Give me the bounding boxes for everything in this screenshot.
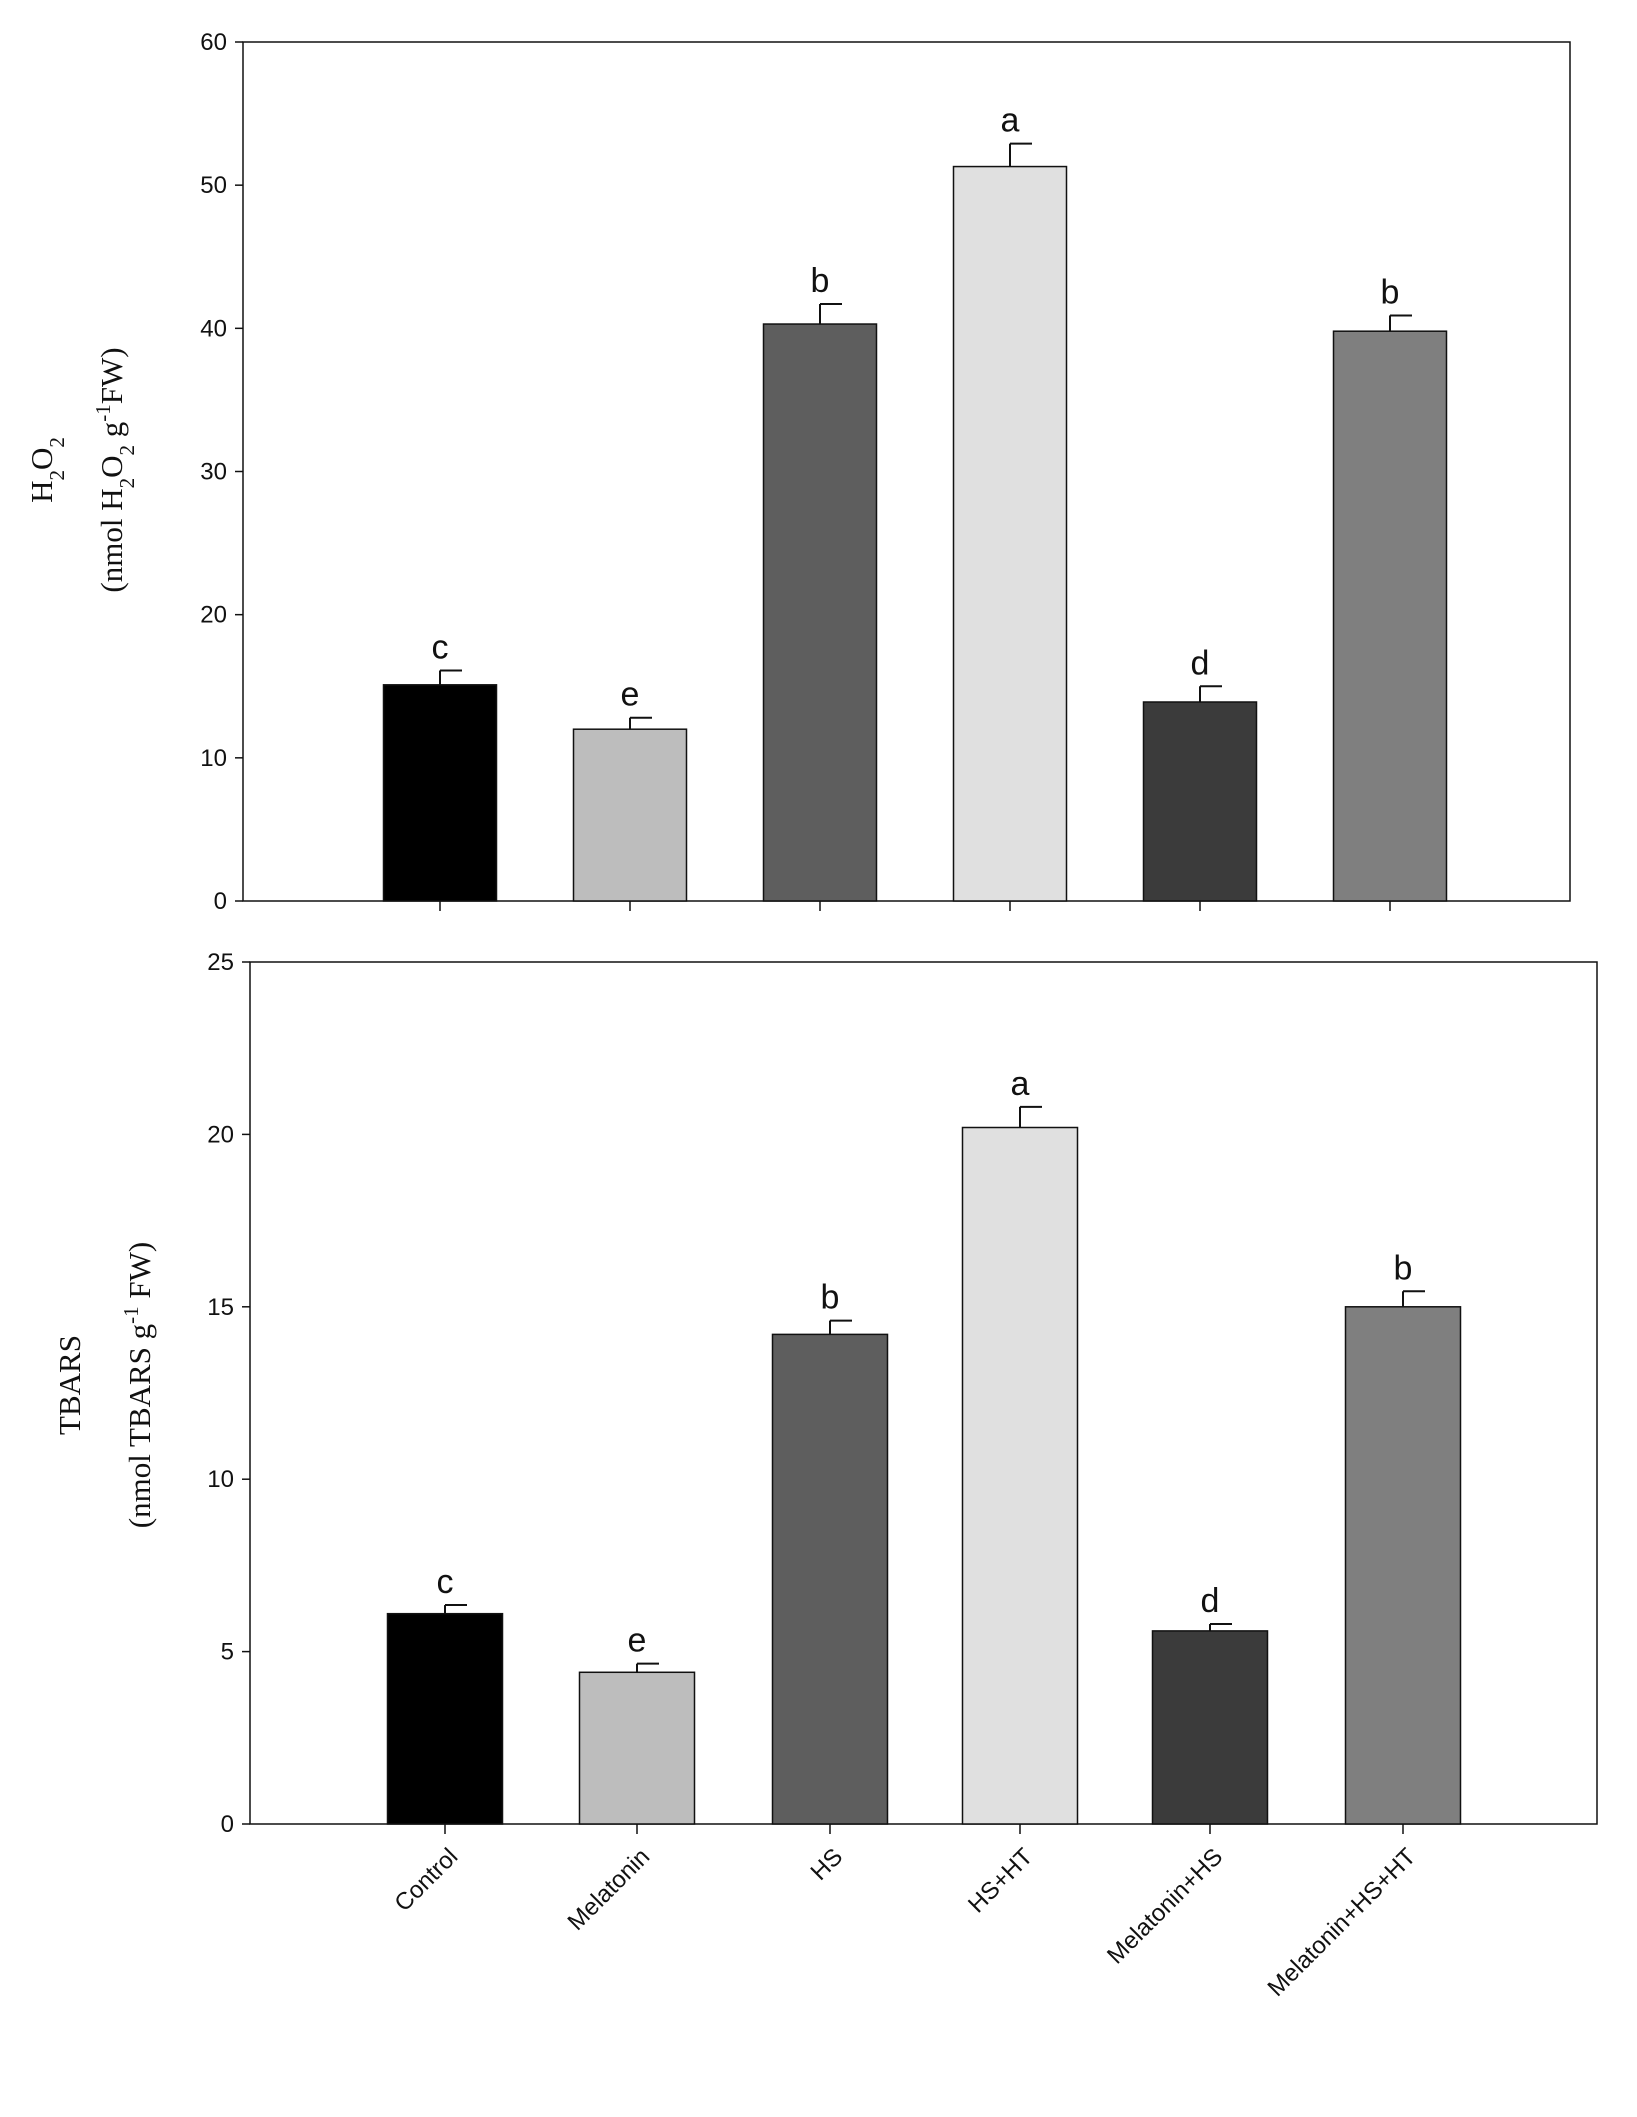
h2o2-ylabel-h: H [24, 481, 59, 503]
h2o2-ylabel-u-o: O [94, 456, 129, 478]
tbars-bar-melatonin-hs-ht [1344, 1306, 1462, 1825]
h2o2-ytick-label: 30 [200, 459, 227, 486]
category-label: HS [806, 1843, 849, 1886]
tbars-ytick-label: 15 [207, 1294, 234, 1321]
category-label: Melatonin+HS+HT [1263, 1843, 1422, 2002]
h2o2-ylabel-u-sub1: 2 [115, 478, 139, 489]
category-label: Melatonin [563, 1843, 656, 1936]
h2o2-ylabel-o: O [24, 448, 59, 470]
h2o2-significance-label: b [811, 262, 830, 300]
tbars-ylabel-line1: TBARS [52, 1335, 87, 1435]
tbars-significance-label: d [1201, 1582, 1220, 1620]
h2o2-ytick-label: 40 [200, 315, 227, 342]
h2o2-bar-melatonin-hs [1142, 701, 1258, 902]
h2o2-bar-melatonin-hs-ht [1332, 330, 1448, 902]
h2o2-ytick-label: 50 [200, 172, 227, 199]
h2o2-significance-label: b [1381, 273, 1400, 311]
h2o2-ylabel-g: g [94, 422, 129, 445]
tbars-ytick-label: 5 [221, 1639, 234, 1666]
h2o2-ylabel-sup: -1 [91, 404, 115, 422]
h2o2-significance-label: e [621, 676, 640, 714]
tbars-ylabel-sup: -1 [119, 1306, 143, 1324]
h2o2-bar-melatonin [572, 728, 688, 902]
h2o2-ytick-label: 0 [214, 888, 227, 915]
tbars-ylabel-suffix: FW) [122, 1242, 157, 1307]
tbars-ytick-label: 20 [207, 1121, 234, 1148]
h2o2-ytick-label: 10 [200, 745, 227, 772]
tbars-bar-melatonin-hs [1151, 1630, 1269, 1825]
tbars-ytick-label: 0 [221, 1811, 234, 1838]
h2o2-ylabel-sub1: 2 [45, 470, 69, 481]
tbars-bar-melatonin [578, 1671, 696, 1825]
tbars-chart: 0 5 10 15 20 25 c e b a d b TBARS (nmol TBARS g-1 … [52, 949, 1598, 2002]
tbars-bar-hs [771, 1333, 889, 1825]
tbars-bar-control [386, 1612, 504, 1825]
h2o2-ylabel-sub2: 2 [45, 437, 69, 448]
h2o2-significance-label: d [1191, 644, 1210, 682]
h2o2-ytick-label: 60 [200, 29, 227, 56]
h2o2-ylabel-prefix: (nmol H [94, 488, 129, 592]
h2o2-ylabel-u-sub2: 2 [115, 445, 139, 456]
tbars-ytick-label: 10 [207, 1466, 234, 1493]
h2o2-significance-label: c [432, 629, 449, 667]
h2o2-ytick-label: 20 [200, 602, 227, 629]
tbars-ylabel-prefix: (nmol TBARS g [122, 1324, 157, 1528]
tbars-ylabel-line2: (nmol TBARS g-1 FW) [119, 1242, 157, 1528]
tbars-ytick-label: 25 [207, 949, 234, 976]
h2o2-significance-label: a [1001, 102, 1020, 140]
h2o2-ylabel-suffix: FW) [94, 347, 129, 404]
tbars-significance-label: c [437, 1563, 454, 1601]
tbars-significance-label: a [1011, 1065, 1030, 1103]
h2o2-ylabel-line2: (nmol H2O2 g-1FW) [91, 347, 139, 592]
tbars-significance-label: b [1394, 1249, 1413, 1287]
h2o2-bar-hs [762, 323, 878, 902]
category-label: Control [389, 1843, 463, 1917]
tbars-bar-hs-ht [961, 1126, 1079, 1825]
tbars-significance-label: b [821, 1279, 840, 1317]
h2o2-bar-hs-ht [952, 165, 1068, 902]
category-label: Melatonin+HS [1102, 1843, 1228, 1969]
category-label: HS+HT [963, 1843, 1038, 1918]
h2o2-ylabel-line1: H2O2 [24, 437, 69, 503]
tbars-significance-label: e [628, 1622, 647, 1660]
h2o2-bar-control [382, 684, 498, 902]
tbars-plot-frame [249, 961, 1598, 1825]
